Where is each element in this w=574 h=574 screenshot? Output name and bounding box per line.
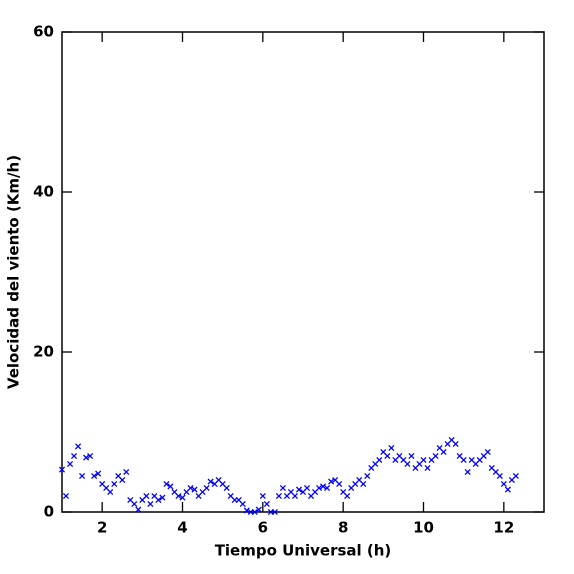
- point: [303, 484, 311, 492]
- point: [404, 460, 411, 468]
- point: [58, 466, 66, 473]
- point: [295, 486, 303, 493]
- point: [163, 480, 170, 488]
- point: [388, 444, 395, 452]
- point: [62, 492, 70, 500]
- point: [344, 492, 351, 500]
- point: [408, 452, 415, 460]
- x-tick-label: 6: [258, 519, 268, 537]
- x-tick-label: 8: [338, 519, 348, 537]
- point: [95, 470, 102, 477]
- point: [107, 488, 114, 496]
- point: [464, 468, 471, 476]
- point: [364, 472, 371, 480]
- y-tick-label: 0: [44, 503, 54, 521]
- point: [251, 508, 258, 516]
- x-axis-label: Tiempo Universal (h): [215, 542, 392, 560]
- point: [460, 456, 467, 464]
- point: [111, 480, 118, 488]
- point: [147, 500, 154, 508]
- point: [75, 443, 82, 450]
- point: [119, 476, 126, 484]
- point: [424, 464, 431, 472]
- x-tick-label: 4: [177, 519, 187, 537]
- point: [179, 494, 186, 501]
- point: [83, 454, 90, 461]
- point: [70, 452, 78, 460]
- x-tick-label: 2: [97, 519, 107, 537]
- point: [87, 452, 94, 460]
- point: [203, 484, 210, 492]
- point: [291, 492, 299, 500]
- point: [223, 484, 230, 492]
- point: [143, 492, 150, 500]
- point: [207, 478, 214, 485]
- point: [187, 484, 194, 492]
- point: [336, 480, 343, 488]
- x-tick-label: 12: [493, 519, 514, 537]
- point: [91, 472, 98, 480]
- point: [316, 484, 323, 492]
- point: [324, 484, 331, 492]
- point: [131, 500, 138, 508]
- point: [275, 492, 282, 500]
- point: [496, 472, 503, 480]
- point: [440, 448, 447, 456]
- point: [123, 468, 130, 476]
- point: [360, 480, 367, 488]
- point: [263, 500, 270, 508]
- point: [452, 440, 459, 448]
- y-tick-label: 20: [33, 343, 54, 361]
- point: [66, 460, 74, 468]
- point: [328, 478, 335, 485]
- point: [271, 508, 278, 516]
- point: [376, 456, 383, 464]
- point: [159, 494, 166, 501]
- point: [500, 480, 507, 488]
- point: [320, 483, 327, 490]
- point: [79, 472, 86, 480]
- point: [175, 492, 182, 500]
- point: [167, 483, 174, 490]
- point: [135, 506, 142, 513]
- point: [420, 456, 427, 464]
- point: [484, 448, 491, 456]
- y-axis-label: Velocidad del viento (Km/h): [5, 155, 23, 389]
- point: [255, 506, 262, 513]
- point: [384, 452, 391, 460]
- point: [259, 492, 266, 500]
- point: [155, 496, 162, 504]
- y-tick-label: 40: [33, 183, 54, 201]
- point: [512, 472, 519, 480]
- point: [243, 507, 250, 514]
- plot-frame: [61, 31, 545, 513]
- point: [504, 486, 511, 493]
- point: [432, 452, 439, 460]
- y-tick-label: 60: [33, 23, 54, 41]
- x-tick-label: 10: [413, 519, 434, 537]
- point: [279, 484, 286, 492]
- point: [191, 486, 198, 493]
- point: [239, 500, 246, 508]
